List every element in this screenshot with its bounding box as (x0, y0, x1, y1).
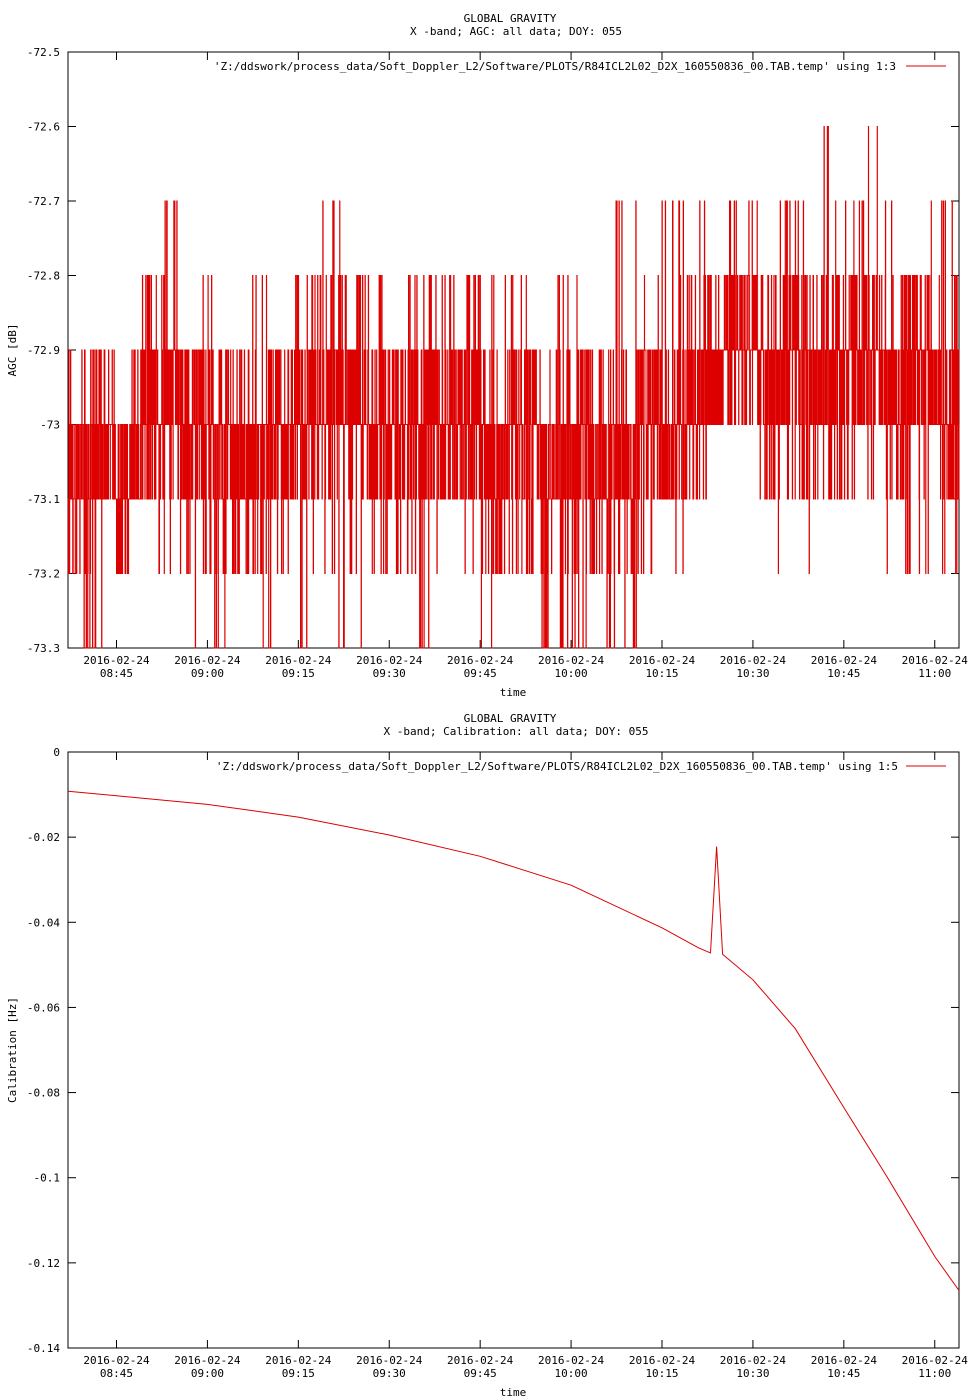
x-tick-time: 09:30 (373, 1367, 406, 1380)
x-tick-time: 10:30 (736, 1367, 769, 1380)
x-tick-date: 2016-02-24 (83, 654, 150, 667)
x-tick-date: 2016-02-24 (447, 1354, 514, 1367)
chart2-x-label: time (500, 1386, 527, 1399)
y-tick-label: -0.14 (27, 1342, 60, 1355)
x-tick-date: 2016-02-24 (356, 654, 423, 667)
y-tick-label: -73.2 (27, 568, 60, 581)
x-tick-time: 10:15 (645, 667, 678, 680)
x-tick-time: 10:15 (645, 1367, 678, 1380)
y-tick-label: -73.1 (27, 493, 60, 506)
x-tick-time: 09:15 (282, 1367, 315, 1380)
chart2-legend-text: 'Z:/ddswork/process_data/Soft_Doppler_L2… (216, 760, 898, 773)
y-tick-label: -0.04 (27, 916, 60, 929)
x-tick-time: 09:45 (464, 1367, 497, 1380)
y-tick-label: -72.9 (27, 344, 60, 357)
x-tick-time: 09:15 (282, 667, 315, 680)
x-tick-time: 09:00 (191, 667, 224, 680)
x-tick-date: 2016-02-24 (174, 654, 241, 667)
chart2-title: GLOBAL GRAVITY (464, 712, 557, 725)
y-tick-label: 0 (53, 746, 60, 759)
y-tick-label: -0.06 (27, 1001, 60, 1014)
chart1-series-line (67, 126, 960, 649)
chart2-plot-area (67, 751, 960, 1349)
y-tick-label: -0.1 (34, 1172, 61, 1185)
x-tick-time: 10:30 (736, 667, 769, 680)
chart2-subtitle: X -band; Calibration: all data; DOY: 055 (384, 725, 649, 738)
y-tick-label: -0.12 (27, 1257, 60, 1270)
x-tick-date: 2016-02-24 (902, 1354, 969, 1367)
y-tick-label: -73 (40, 419, 60, 432)
x-tick-time: 08:45 (100, 667, 133, 680)
calibration-chart: GLOBAL GRAVITY X -band; Calibration: all… (6, 712, 968, 1399)
y-tick-label: -0.08 (27, 1087, 60, 1100)
x-tick-date: 2016-02-24 (447, 654, 514, 667)
x-tick-date: 2016-02-24 (174, 1354, 241, 1367)
x-tick-time: 09:30 (373, 667, 406, 680)
y-tick-label: -0.02 (27, 831, 60, 844)
x-tick-date: 2016-02-24 (356, 1354, 423, 1367)
x-tick-date: 2016-02-24 (811, 654, 878, 667)
x-tick-time: 09:45 (464, 667, 497, 680)
x-tick-date: 2016-02-24 (720, 1354, 787, 1367)
y-tick-label: -72.6 (27, 121, 60, 134)
chart2-legend: 'Z:/ddswork/process_data/Soft_Doppler_L2… (216, 760, 946, 773)
chart2-y-label: Calibration [Hz] (6, 997, 19, 1103)
x-tick-time: 10:00 (555, 1367, 588, 1380)
x-tick-date: 2016-02-24 (265, 1354, 332, 1367)
x-tick-date: 2016-02-24 (902, 654, 969, 667)
x-tick-date: 2016-02-24 (538, 654, 605, 667)
chart1-legend-text: 'Z:/ddswork/process_data/Soft_Doppler_L2… (214, 60, 896, 73)
y-tick-label: -72.7 (27, 195, 60, 208)
x-tick-time: 09:00 (191, 1367, 224, 1380)
x-tick-date: 2016-02-24 (720, 654, 787, 667)
x-tick-time: 10:00 (555, 667, 588, 680)
chart2-series-line (67, 790, 960, 1291)
x-tick-time: 10:45 (827, 1367, 860, 1380)
y-tick-label: -72.5 (27, 46, 60, 59)
agc-chart: GLOBAL GRAVITY X -band; AGC: all data; D… (6, 12, 968, 699)
chart1-y-axis: -72.5 -72.6 -72.7 -72.8 -72.9 -73 -73.1 -73.2 -7… (27, 46, 959, 655)
chart1-y-label: AGC [dB] (6, 324, 19, 377)
x-tick-date: 2016-02-24 (265, 654, 332, 667)
x-tick-time: 11:00 (918, 1367, 951, 1380)
y-tick-label: -72.8 (27, 270, 60, 283)
x-tick-date: 2016-02-24 (538, 1354, 605, 1367)
x-tick-date: 2016-02-24 (811, 1354, 878, 1367)
chart2-y-axis: 0 -0.02 -0.04 -0.06 -0.08 -0.1 -0.12 -0.14 (27, 746, 959, 1355)
chart2-x-axis: 2016-02-2408:452016-02-2409:002016-02-24… (83, 752, 968, 1380)
y-tick-label: -73.3 (27, 642, 60, 655)
chart1-x-axis: 2016-02-2408:452016-02-2409:002016-02-24… (83, 52, 968, 680)
x-tick-date: 2016-02-24 (83, 1354, 150, 1367)
chart1-x-label: time (500, 686, 527, 699)
chart1-subtitle: X -band; AGC: all data; DOY: 055 (410, 25, 622, 38)
x-tick-date: 2016-02-24 (629, 1354, 696, 1367)
x-tick-date: 2016-02-24 (629, 654, 696, 667)
x-tick-time: 11:00 (918, 667, 951, 680)
chart1-title: GLOBAL GRAVITY (464, 12, 557, 25)
x-tick-time: 10:45 (827, 667, 860, 680)
chart1-legend: 'Z:/ddswork/process_data/Soft_Doppler_L2… (214, 60, 946, 73)
x-tick-time: 08:45 (100, 1367, 133, 1380)
